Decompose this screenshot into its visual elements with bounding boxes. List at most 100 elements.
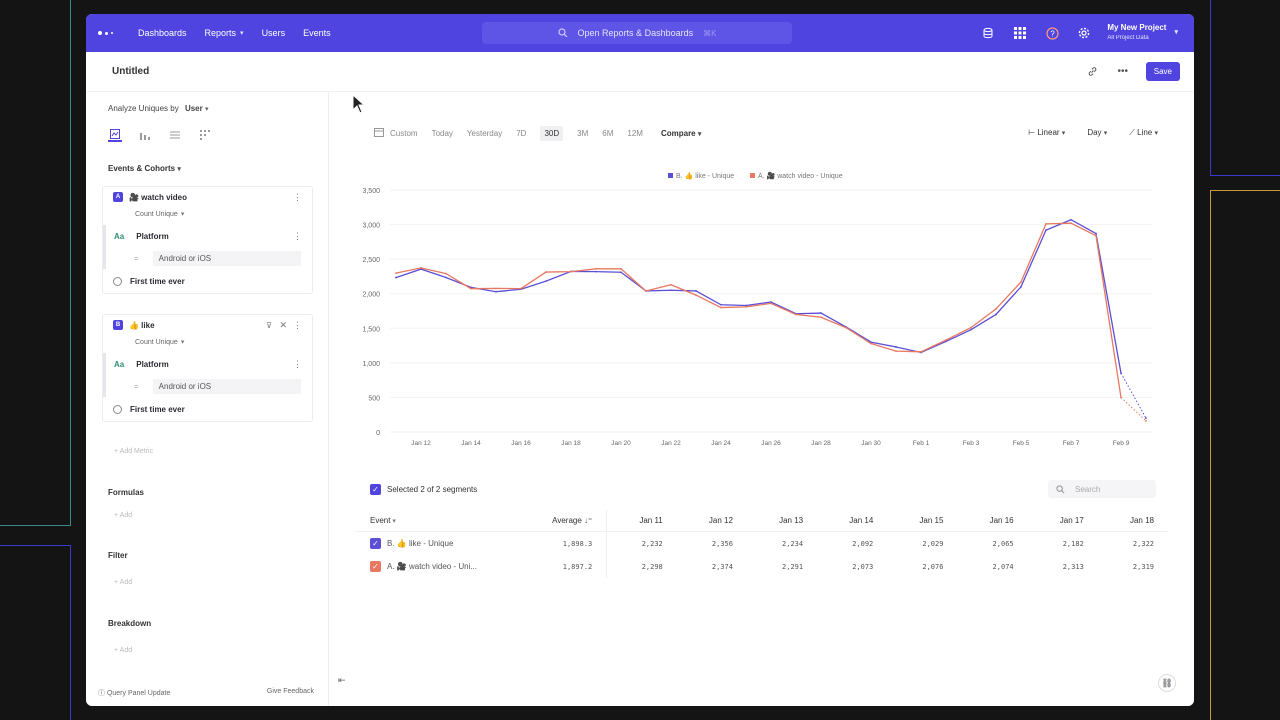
- nav-item-reports[interactable]: Reports ▾: [205, 28, 244, 38]
- more-vertical-icon[interactable]: ⋮: [293, 191, 302, 202]
- table-cell: 2,374: [711, 562, 733, 571]
- table-cell: 2,322: [1132, 539, 1154, 548]
- save-button[interactable]: Save: [1145, 62, 1180, 81]
- more-vertical-icon[interactable]: ⋮: [293, 358, 302, 369]
- nav-item-events[interactable]: Events: [303, 28, 331, 38]
- add-filter-button[interactable]: + Add: [114, 579, 133, 586]
- row-checkbox[interactable]: ✓: [370, 561, 381, 572]
- select-all-checkbox[interactable]: ✓: [370, 483, 381, 495]
- range-today[interactable]: Today: [431, 128, 453, 138]
- data-point: [395, 272, 397, 275]
- link-icon[interactable]: [1086, 65, 1100, 79]
- compare-dropdown[interactable]: Compare ▾: [661, 129, 701, 138]
- data-point: [595, 267, 597, 270]
- more-vertical-icon[interactable]: ⋮: [293, 230, 302, 241]
- data-point: [795, 313, 797, 316]
- filter-operator[interactable]: =: [134, 253, 139, 263]
- give-feedback-link[interactable]: Give Feedback: [266, 688, 314, 695]
- global-search[interactable]: Open Reports & Dashboards ⌘K: [482, 22, 792, 44]
- range-yesterday[interactable]: Yesterday: [466, 128, 503, 138]
- range-custom[interactable]: Custom: [390, 128, 418, 138]
- data-point: [470, 287, 472, 290]
- nav-item-users[interactable]: Users: [262, 28, 286, 38]
- table-cell: 2,356: [711, 539, 733, 548]
- logo-icon[interactable]: [98, 31, 138, 35]
- add-formula-button[interactable]: + Add: [114, 512, 133, 519]
- column-header-event[interactable]: Event ▾: [356, 510, 506, 532]
- row-checkbox[interactable]: ✓: [370, 538, 381, 549]
- apps-grid-icon[interactable]: [1011, 24, 1029, 42]
- range-7d[interactable]: 7D: [516, 128, 527, 138]
- calendar-icon[interactable]: [374, 127, 384, 139]
- table-row[interactable]: ✓ B. 👍 like - Unique 1,898.3 2,232 2,356 2,23…: [356, 531, 1168, 555]
- metric-measure[interactable]: Count Unique: [135, 210, 178, 218]
- add-metric-button[interactable]: + Add Metric: [114, 448, 154, 455]
- metric-event-name[interactable]: 🎥 watch video: [129, 192, 187, 202]
- range-30d[interactable]: 30D: [540, 125, 564, 141]
- column-header-date: Jan 12: [676, 510, 747, 532]
- analyze-by[interactable]: Analyze Uniques by User ▾: [108, 104, 209, 113]
- y-tick-label: 3,000: [362, 223, 380, 230]
- background-line: [1210, 190, 1211, 720]
- link-icon[interactable]: ⛓: [1158, 674, 1176, 692]
- filter-property[interactable]: Platform: [136, 359, 169, 369]
- chart-type-dropdown[interactable]: ⟋ Line ▾: [1129, 128, 1158, 138]
- more-vertical-icon[interactable]: ⋮: [293, 319, 302, 330]
- range-6m[interactable]: 6M: [602, 128, 614, 138]
- time-qualifier[interactable]: First time ever: [130, 276, 185, 286]
- x-tick-label: Jan 12: [411, 440, 431, 447]
- events-cohorts-header[interactable]: Events & Cohorts ▾: [108, 164, 181, 173]
- metric-measure[interactable]: Count Unique: [135, 338, 178, 346]
- line-chart[interactable]: 0 500 1,000 1,500 2,000 2,500 3,000 3,500 Jan 12…: [356, 154, 1168, 454]
- interval-dropdown[interactable]: Day ▾: [1087, 128, 1107, 138]
- legend-label: B. 👍 like - Unique: [676, 171, 734, 180]
- collapse-panel-icon[interactable]: ⇤: [338, 675, 346, 685]
- insights-view-icon[interactable]: [108, 128, 122, 142]
- range-12m[interactable]: 12M: [627, 128, 643, 138]
- query-panel-update-link[interactable]: ⓘ Query Panel Update: [98, 688, 170, 698]
- y-tick-label: 1,000: [362, 361, 380, 368]
- data-point: [420, 268, 422, 270]
- y-tick-label: 2,000: [362, 292, 380, 299]
- add-breakdown-button[interactable]: + Add: [114, 647, 133, 654]
- nav-item-dashboards[interactable]: Dashboards: [138, 28, 187, 38]
- table-cell: 2,234: [782, 539, 804, 548]
- row-event-cell: ✓ A. 🎥 watch video - Uni...: [356, 555, 506, 578]
- project-switcher[interactable]: My New Project All Project Data ▾: [1107, 23, 1178, 43]
- more-options-icon[interactable]: •••: [1117, 66, 1129, 77]
- funnels-view-icon[interactable]: [138, 128, 152, 142]
- filter-property[interactable]: Platform: [136, 231, 169, 241]
- database-icon[interactable]: [979, 24, 997, 42]
- range-3m[interactable]: 3M: [577, 128, 589, 138]
- project-name: My New Project: [1107, 23, 1167, 32]
- data-point: [745, 304, 747, 307]
- search-icon: [557, 28, 567, 38]
- filter-icon[interactable]: ⊽: [266, 320, 272, 330]
- metric-card-b[interactable]: B 👍 like ⊽ ✕ ⋮ Count Unique ▾ Aa Platfor…: [102, 314, 313, 422]
- metric-card-a[interactable]: A 🎥 watch video ⋮ Count Unique ▾ Aa Plat…: [102, 186, 313, 294]
- data-point: [695, 290, 697, 292]
- filter-value[interactable]: Android or iOS: [152, 378, 301, 394]
- x-tick-label: Jan 18: [561, 440, 581, 447]
- flows-view-icon[interactable]: [168, 128, 182, 142]
- time-qualifier[interactable]: First time ever: [130, 404, 185, 414]
- table-cell: 2,029: [922, 539, 944, 548]
- chevron-down-icon: ▾: [697, 130, 702, 138]
- scale-dropdown[interactable]: ⊢ Linear ▾: [1028, 128, 1065, 138]
- data-point: [620, 271, 622, 274]
- column-header-average[interactable]: Average ↓⁼: [506, 510, 608, 532]
- table-cell: 2,076: [922, 562, 944, 571]
- close-icon[interactable]: ✕: [279, 319, 287, 330]
- retention-view-icon[interactable]: [198, 128, 212, 142]
- table-row[interactable]: ✓ A. 🎥 watch video - Uni... 1,897.2 2,298 2,…: [356, 555, 1168, 578]
- help-icon[interactable]: ?: [1043, 24, 1061, 42]
- chevron-down-icon: ▾: [240, 30, 244, 37]
- row-average-cell: 1,897.2: [506, 555, 608, 578]
- filter-operator[interactable]: =: [134, 381, 139, 391]
- filter-value[interactable]: Android or iOS: [152, 250, 301, 266]
- table-search-input[interactable]: Search: [1048, 480, 1156, 498]
- metric-event-name[interactable]: 👍 like: [129, 320, 155, 330]
- settings-gear-icon[interactable]: [1075, 24, 1093, 42]
- sort-icon: ↓⁼: [581, 516, 593, 525]
- report-title[interactable]: Untitled: [112, 66, 150, 77]
